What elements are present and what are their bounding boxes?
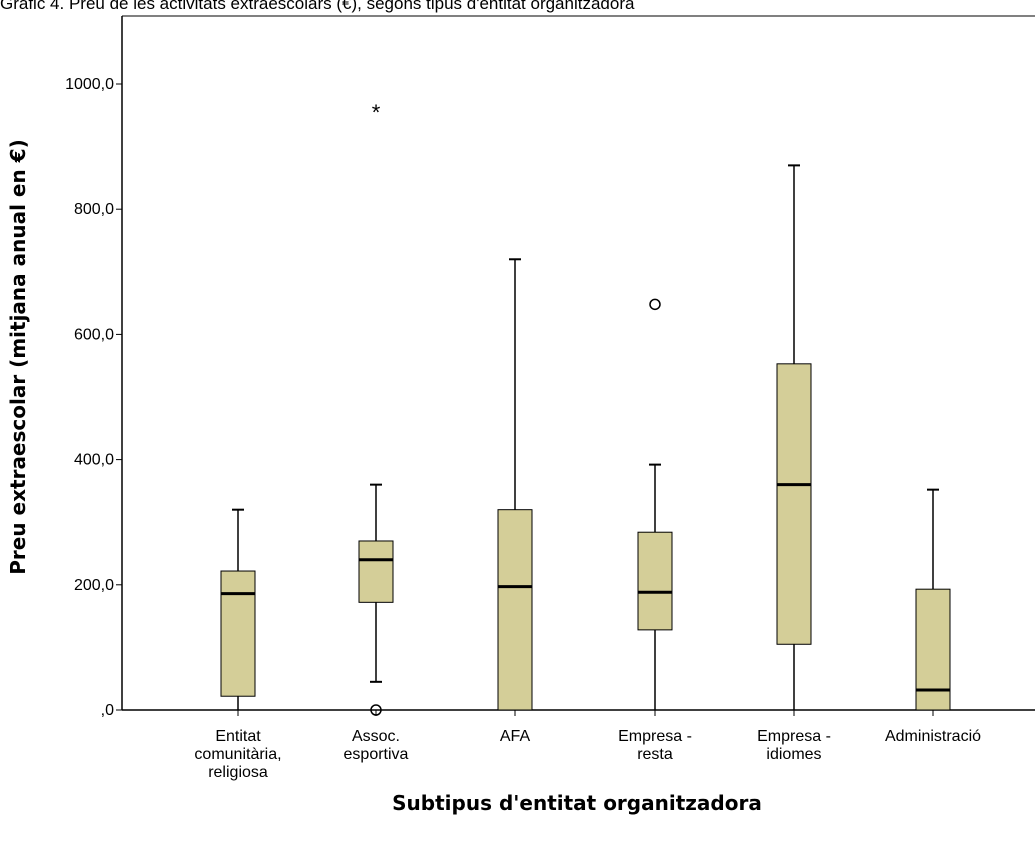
y-tick-label: ,0	[101, 702, 114, 719]
x-tick-label: Entitat comunitària, religiosa	[194, 728, 281, 781]
x-tick-label: Administració	[885, 728, 981, 745]
extreme-point: *	[372, 100, 381, 125]
box	[776, 363, 812, 645]
x-axis: Entitat comunitària, religiosa Assoc. esport…	[194, 710, 981, 781]
y-tick-label: 400,0	[74, 452, 114, 469]
box-group	[776, 164, 812, 710]
outlier-point	[649, 298, 661, 311]
boxes: *	[220, 100, 951, 716]
box	[220, 570, 256, 697]
box-group	[637, 298, 673, 710]
x-axis-label: Subtipus d'entitat organitzadora	[392, 791, 762, 815]
box-group	[220, 508, 256, 710]
x-tick-label: Empresa -resta	[618, 728, 692, 763]
box	[497, 509, 533, 711]
y-axis: ,0 200,0 400,0 600,0 800,0 1000,0	[65, 76, 122, 719]
box	[637, 531, 673, 631]
box	[358, 540, 394, 603]
x-tick-label: Assoc. esportiva	[344, 728, 409, 763]
y-tick-label: 1000,0	[65, 76, 114, 93]
y-axis-label: Preu extraescolar (mitjana anual en €)	[6, 139, 30, 574]
box-group	[497, 258, 533, 711]
chart-title: Gràfic 4. Preu de les activitats extraes…	[0, 0, 635, 13]
y-tick-label: 200,0	[74, 577, 114, 594]
box	[915, 588, 951, 711]
box-group: *	[358, 100, 394, 716]
y-tick-label: 600,0	[74, 326, 114, 343]
x-tick-label: Empresa -idiomes	[757, 728, 831, 763]
y-tick-label: 800,0	[74, 201, 114, 218]
x-tick-label: AFA	[500, 728, 531, 745]
box-group	[915, 488, 951, 711]
